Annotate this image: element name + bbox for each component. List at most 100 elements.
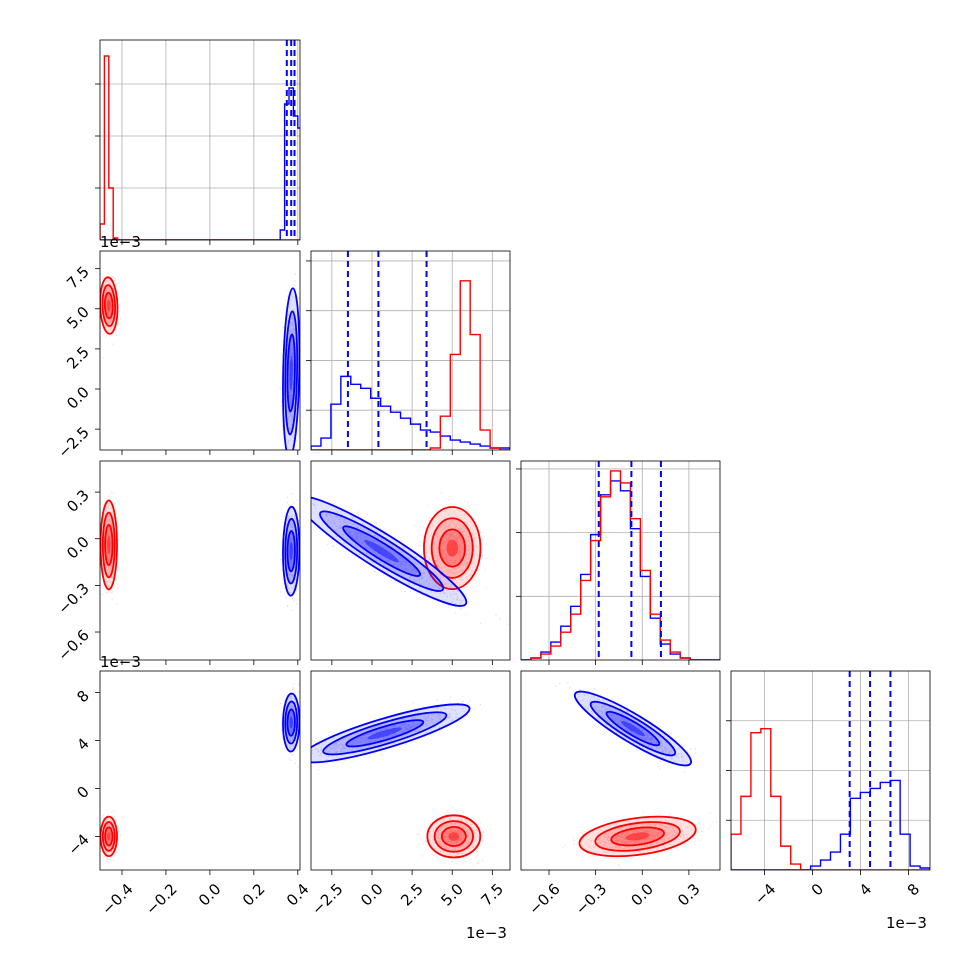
y-tick-label: −4 — [64, 831, 92, 859]
contour-blue — [286, 708, 296, 737]
scatter-points-red — [562, 811, 718, 870]
contour-blue — [364, 539, 399, 563]
contour-red — [107, 299, 111, 312]
contour-red — [104, 523, 114, 567]
panel-frame-2-0 — [99, 460, 301, 661]
contour-red — [430, 517, 474, 579]
contour-blue — [573, 690, 692, 767]
hist-blue — [521, 480, 720, 660]
contour-red — [104, 826, 114, 847]
x-tick-label: 7.5 — [477, 880, 507, 910]
panel-frame-3-0 — [99, 670, 301, 871]
hist-blue — [100, 87, 300, 240]
histogram-0 — [100, 40, 300, 240]
y-tick-label: 0.0 — [63, 383, 93, 413]
scatter-points-red — [100, 491, 122, 605]
contour-blue — [311, 495, 468, 607]
contour-red — [107, 832, 111, 841]
y-tick-label: 4 — [73, 735, 92, 754]
scatter-panel-2-0 — [100, 491, 300, 611]
contour-red — [433, 820, 474, 853]
contour-red — [103, 291, 114, 320]
y-tick-label: 0.3 — [63, 486, 93, 516]
scatter-points-blue — [279, 273, 300, 448]
histogram-1 — [311, 251, 510, 450]
histogram-2 — [521, 461, 720, 660]
contour-blue — [605, 710, 661, 747]
hist-red — [311, 280, 510, 450]
contour-blue — [319, 510, 445, 592]
scatter-points-blue — [311, 695, 481, 771]
y-offset-label-row3: 1e−3 — [100, 653, 141, 671]
data-layer — [100, 40, 930, 870]
scatter-points-red — [416, 807, 485, 867]
panel-backgrounds — [100, 40, 930, 870]
contour-red — [446, 539, 459, 557]
histogram-3 — [731, 671, 930, 870]
contour-red — [438, 528, 466, 568]
panel-frame-3-2 — [520, 670, 721, 871]
contour-blue — [621, 720, 645, 737]
grid-diag-1 — [311, 251, 510, 450]
hist-red — [100, 55, 300, 240]
y-tick-label: −0.6 — [54, 626, 92, 664]
hist-red — [731, 728, 930, 870]
panel-frame-0-0 — [99, 39, 301, 241]
panel-frame-1-0 — [99, 250, 301, 451]
panel-frame-1-1 — [310, 250, 511, 451]
contour-blue — [286, 530, 296, 573]
contour-blue — [289, 355, 293, 391]
y-tick-label: 7.5 — [63, 263, 93, 293]
x-tick-label: 5.0 — [437, 880, 467, 910]
x-offset-label-col1: 1e−3 — [466, 924, 507, 942]
grid-diag-2 — [521, 461, 720, 660]
x-tick-label: 8 — [904, 880, 923, 899]
y-tick-label: 2.5 — [63, 343, 93, 373]
x-tick-label: −2.5 — [308, 880, 346, 918]
axes-layer — [95, 39, 931, 875]
contour-blue — [311, 703, 471, 764]
grid-diag-0 — [100, 40, 300, 240]
x-tick-label: −0.6 — [525, 880, 563, 918]
tick-labels-layer: −0.4 −0.2 0.0 0.2 0.4−2.5 0.0 2.5 5.0 7.5 −0.6 −0.… — [54, 233, 927, 942]
x-tick-label: 0.3 — [674, 880, 704, 910]
contour-red — [578, 815, 697, 858]
contour-blue — [289, 542, 293, 561]
contour-red — [625, 832, 650, 841]
x-tick-label: 0.0 — [627, 880, 657, 910]
x-tick-label: 0.0 — [357, 880, 387, 910]
x-tick-label: 0 — [808, 880, 827, 899]
scatter-panel-3-2 — [555, 682, 718, 870]
contour-blue — [342, 525, 422, 577]
hist-red — [521, 470, 720, 660]
scatter-panel-3-0 — [100, 683, 300, 862]
hist-blue — [311, 375, 510, 450]
contour-red — [107, 535, 111, 555]
scatter-points-red — [409, 492, 488, 615]
scatter-panel-2-1 — [311, 490, 509, 625]
scatter-points-blue — [280, 493, 300, 611]
x-tick-label: −0.4 — [98, 880, 136, 918]
contour-red — [448, 832, 460, 841]
x-tick-label: 2.5 — [397, 880, 427, 910]
contour-blue — [589, 700, 677, 757]
contour-blue — [345, 719, 425, 748]
panel-frame-3-1 — [310, 670, 511, 871]
hist-blue — [731, 779, 930, 870]
y-tick-label: −0.3 — [54, 579, 92, 617]
contour-blue — [367, 727, 403, 740]
contour-red — [440, 825, 467, 847]
scatter-panel-1-0 — [100, 273, 300, 450]
scatter-panel-3-1 — [311, 695, 485, 867]
grid-diag-3 — [731, 671, 930, 870]
x-tick-label: −0.3 — [572, 880, 610, 918]
x-tick-label: 0.2 — [239, 880, 269, 910]
scatter-points-red — [100, 273, 121, 359]
y-tick-label: 0 — [73, 783, 92, 802]
y-tick-label: 0.0 — [63, 533, 93, 563]
contour-red — [610, 826, 665, 847]
x-tick-label: −0.2 — [142, 880, 180, 918]
y-tick-label: 5.0 — [63, 303, 93, 333]
x-tick-label: 0.0 — [195, 880, 225, 910]
